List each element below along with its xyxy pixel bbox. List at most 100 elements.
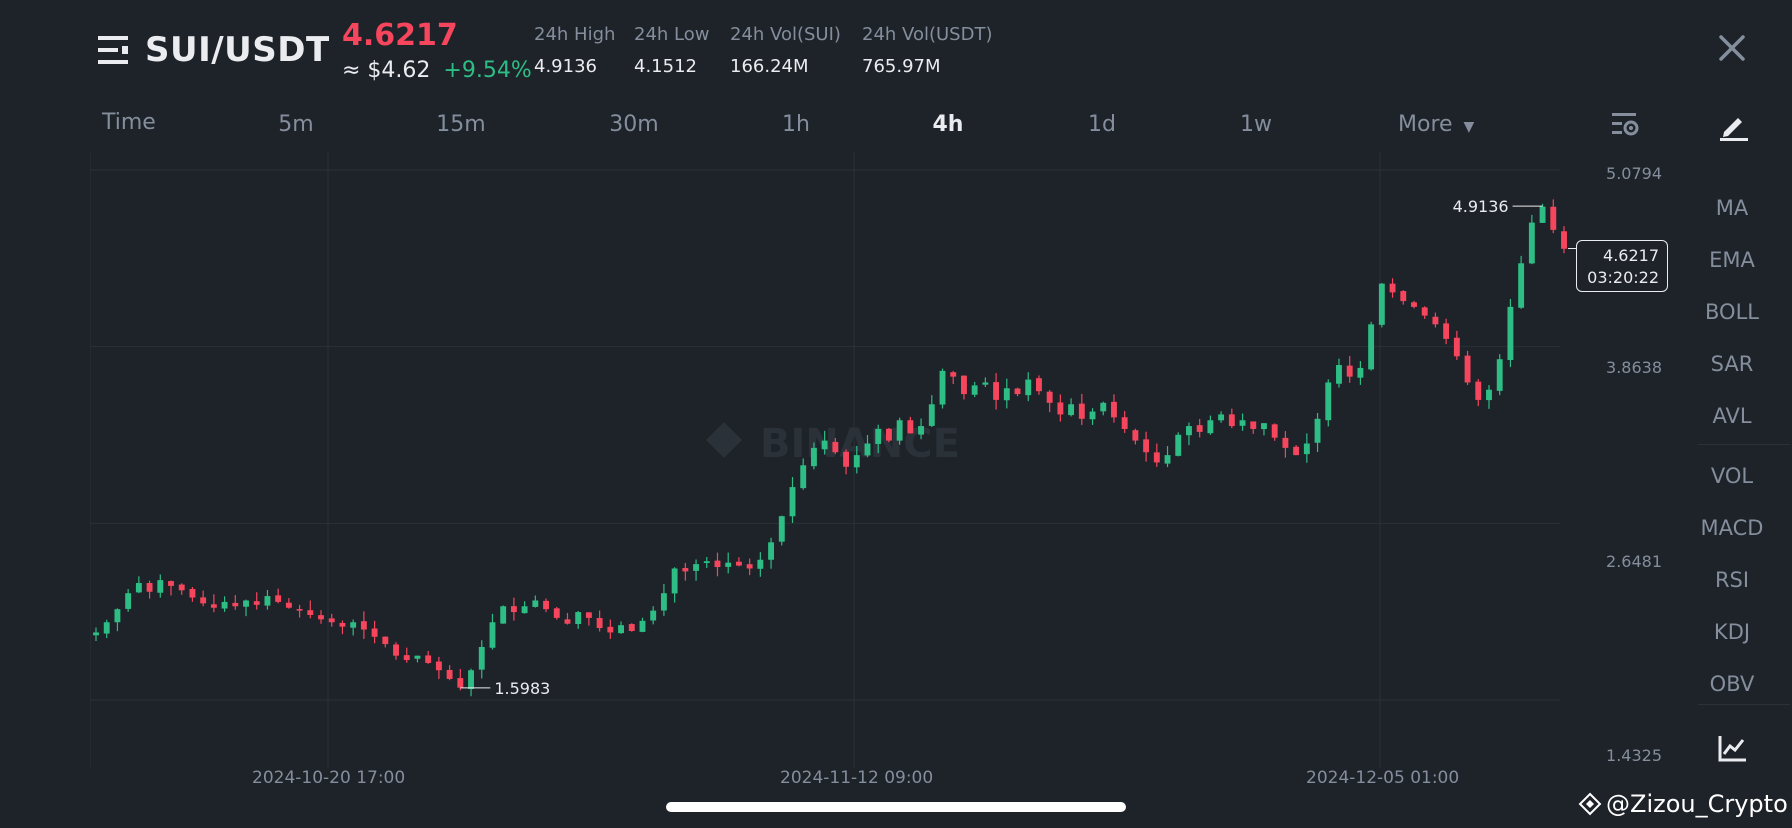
candle-body: [810, 447, 817, 467]
stat-vol-sui-value: 166.24M: [730, 56, 809, 77]
stat-high-value: 4.9136: [534, 56, 597, 77]
candle-body: [1228, 414, 1235, 427]
candle-body: [1357, 367, 1364, 378]
tab-4h[interactable]: 4h: [932, 112, 964, 137]
candle-body: [789, 487, 796, 517]
candle-body: [1486, 389, 1492, 401]
candle-body: [1400, 291, 1407, 302]
candlestick-chart[interactable]: BINANCE 4.9136 1.5983: [90, 152, 1672, 768]
candle-body: [157, 580, 164, 593]
binance-watermark: BINANCE: [760, 421, 960, 467]
candle-body: [296, 609, 303, 611]
candle-body: [318, 615, 324, 620]
candle-body: [532, 600, 539, 607]
candle-body: [800, 465, 807, 489]
candle-body: [403, 655, 410, 661]
candle-body: [960, 375, 967, 395]
draw-pen-icon[interactable]: [1718, 110, 1750, 142]
candle-body: [853, 455, 860, 468]
candle-body: [682, 568, 689, 572]
indicator-macd[interactable]: MACD: [1700, 516, 1764, 540]
candle-body: [735, 561, 742, 566]
candle-body: [725, 562, 732, 567]
candle-body: [1303, 443, 1310, 455]
candle-body: [885, 428, 892, 441]
candle-body: [864, 443, 871, 456]
candle-body: [596, 618, 603, 629]
candle-body: [1561, 231, 1567, 249]
candle-body: [275, 595, 282, 602]
candle-body: [564, 619, 571, 624]
indicator-ma[interactable]: MA: [1715, 196, 1749, 220]
y-axis-label: 1.4325: [1606, 746, 1662, 765]
candle-body: [1282, 437, 1289, 448]
tab-15m[interactable]: 15m: [436, 112, 486, 137]
stat-low-value: 4.1512: [634, 56, 697, 77]
y-axis-label: 2.6481: [1606, 552, 1662, 571]
candle-body: [1271, 424, 1278, 438]
stat-vol-usdt-value: 765.97M: [862, 56, 941, 77]
candle-body: [93, 632, 99, 636]
indicator-avl[interactable]: AVL: [1712, 404, 1752, 428]
candle-body: [575, 612, 582, 624]
menu-icon[interactable]: [98, 34, 132, 66]
indicator-boll[interactable]: BOLL: [1705, 300, 1759, 324]
candle-body: [521, 606, 528, 614]
candle-body: [821, 440, 828, 450]
chart-type-icon[interactable]: [1716, 732, 1748, 764]
candle-body: [414, 655, 421, 659]
candle-body: [339, 622, 346, 627]
stat-low-label: 24h Low: [634, 24, 710, 45]
candle-body: [746, 564, 753, 569]
tab-1h[interactable]: 1h: [782, 112, 810, 137]
indicator-ema[interactable]: EMA: [1709, 248, 1755, 272]
candle-body: [778, 516, 785, 542]
candle-body: [1346, 365, 1353, 377]
candle-body: [585, 612, 592, 618]
tab-1w[interactable]: 1w: [1240, 112, 1272, 137]
candle-body: [1336, 365, 1342, 384]
binance-logo-icon: [706, 422, 742, 458]
indicator-rsi[interactable]: RSI: [1714, 568, 1750, 592]
candle-body: [553, 608, 560, 618]
close-icon[interactable]: [1716, 32, 1748, 64]
indicator-divider: [1698, 704, 1790, 705]
candle-body: [543, 600, 549, 610]
tab-1d[interactable]: 1d: [1088, 112, 1116, 137]
pair-title[interactable]: SUI/USDT: [145, 30, 330, 70]
tab-time[interactable]: Time: [102, 110, 156, 135]
chart-settings-icon[interactable]: [1610, 110, 1640, 138]
indicator-vol[interactable]: VOL: [1710, 464, 1754, 488]
candle-body: [146, 583, 153, 592]
candle-body: [1046, 391, 1053, 403]
indicator-obv[interactable]: OBV: [1709, 672, 1755, 692]
candle-body: [843, 451, 850, 467]
tab-5m[interactable]: 5m: [278, 112, 314, 137]
candle-body: [478, 646, 485, 670]
candles: [93, 199, 1567, 697]
candle-body: [703, 561, 710, 564]
candle-body: [832, 441, 839, 453]
candle-body: [1368, 324, 1375, 370]
candle-body: [221, 601, 228, 609]
candle-body: [200, 597, 207, 604]
tab-30m[interactable]: 30m: [609, 112, 659, 137]
candle-body: [1068, 404, 1075, 416]
caret-down-icon: ▼: [1463, 119, 1475, 135]
candle-body: [1550, 206, 1557, 230]
candle-body: [1121, 417, 1128, 429]
candle-body: [285, 602, 292, 608]
tab-more[interactable]: More ▼: [1398, 112, 1474, 137]
candle-body: [468, 670, 474, 690]
candle-body: [350, 622, 357, 628]
price-markers: 4.9136 1.5983: [460, 197, 1580, 698]
candle-body: [1261, 423, 1267, 430]
candle-body: [1111, 401, 1117, 418]
candle-body: [628, 624, 635, 631]
candle-body: [103, 622, 110, 634]
candle-body: [1464, 355, 1471, 383]
indicator-sar[interactable]: SAR: [1710, 352, 1754, 376]
candle-body: [1196, 425, 1203, 432]
change-percent: +9.54%: [443, 58, 532, 83]
indicator-kdj[interactable]: KDJ: [1713, 620, 1751, 644]
